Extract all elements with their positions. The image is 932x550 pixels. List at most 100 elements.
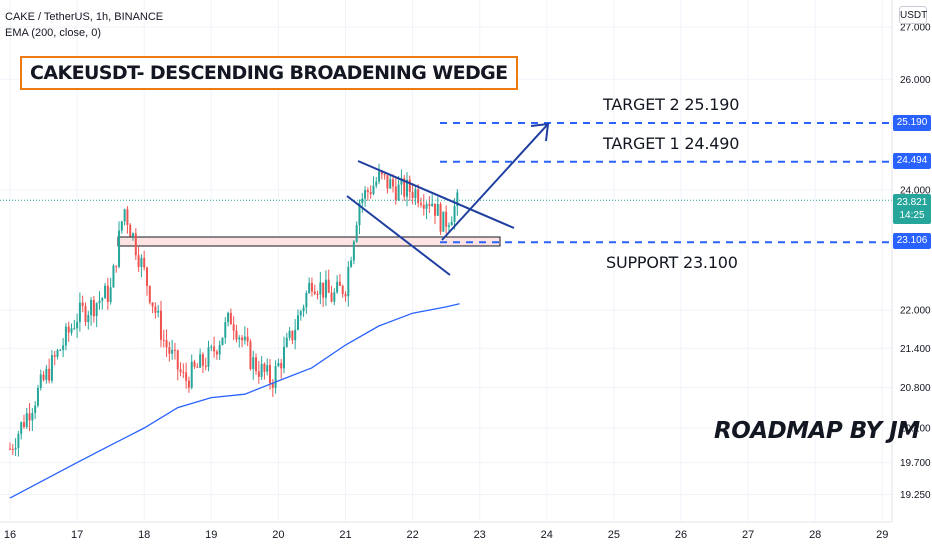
candle xyxy=(333,288,336,306)
candle-body xyxy=(344,294,347,297)
candle xyxy=(132,232,135,241)
candle xyxy=(347,261,350,307)
candle-body xyxy=(39,374,42,388)
candle-body xyxy=(84,306,87,322)
symbol-info: CAKE / TetherUS, 1h, BINANCE xyxy=(5,11,164,23)
candle xyxy=(187,376,190,393)
candle xyxy=(64,323,67,351)
candle-body xyxy=(36,387,39,406)
candle-body xyxy=(386,175,389,189)
candle-body xyxy=(299,311,302,316)
candle xyxy=(123,208,126,226)
arrowhead-icon xyxy=(530,122,550,142)
candle-body xyxy=(213,346,216,352)
candle xyxy=(274,360,277,394)
wedge-lower-line xyxy=(346,195,451,276)
candle-body xyxy=(316,293,319,295)
candle-body xyxy=(408,179,411,192)
candle-body xyxy=(302,307,305,312)
candle xyxy=(14,438,17,456)
candle-body xyxy=(389,179,392,189)
candle-body xyxy=(145,267,148,286)
candle-body xyxy=(291,330,294,341)
candle-body xyxy=(196,366,199,368)
candle-body xyxy=(101,298,104,301)
candle-body xyxy=(456,192,459,207)
candle-body xyxy=(48,368,51,381)
candle-body xyxy=(157,310,160,313)
candle-body xyxy=(336,281,339,293)
candle xyxy=(341,284,344,298)
candle xyxy=(56,348,59,360)
candle-body xyxy=(447,225,450,227)
candle xyxy=(344,291,347,302)
candle xyxy=(255,353,258,375)
target1-label: TARGET 1 24.490 xyxy=(603,134,740,153)
currency-button[interactable]: USDT xyxy=(899,6,927,24)
candle xyxy=(299,309,302,321)
candle-body xyxy=(417,189,420,204)
candle xyxy=(28,402,31,432)
candle-body xyxy=(439,203,442,232)
candle-body xyxy=(151,302,154,307)
candle-body xyxy=(143,257,146,268)
candle xyxy=(417,184,420,208)
candle-body xyxy=(442,211,445,232)
candle xyxy=(218,340,221,361)
support-zone[interactable] xyxy=(117,236,501,247)
candle-body xyxy=(45,368,48,380)
candle-body xyxy=(450,221,453,226)
candle-body xyxy=(193,361,196,367)
candle-body xyxy=(9,448,11,450)
candle-body xyxy=(129,224,132,237)
candle xyxy=(308,277,311,294)
candle xyxy=(81,295,84,313)
candle xyxy=(288,327,291,341)
candle xyxy=(403,174,406,201)
candle-body xyxy=(162,339,165,341)
candle xyxy=(372,176,375,196)
candle xyxy=(84,302,87,326)
candle-body xyxy=(154,306,157,313)
candle xyxy=(151,302,154,314)
candle-body xyxy=(17,433,20,448)
candle-body xyxy=(269,365,272,384)
time-tick-label: 16 xyxy=(4,529,16,541)
candle xyxy=(204,357,207,371)
candle xyxy=(9,442,11,451)
candle-body xyxy=(53,355,56,357)
candle xyxy=(241,335,244,348)
candle-body xyxy=(199,354,202,368)
candle-body xyxy=(372,185,375,195)
candle xyxy=(215,349,218,360)
candle xyxy=(145,266,148,296)
price-tick-label: 22.000 xyxy=(900,306,931,317)
candle xyxy=(439,201,442,235)
candle-body xyxy=(282,346,285,369)
candle xyxy=(383,173,386,180)
candle-body xyxy=(246,336,249,342)
time-tick-label: 19 xyxy=(205,529,217,541)
candle xyxy=(120,220,123,234)
wedge-drawing[interactable] xyxy=(346,122,550,276)
candle xyxy=(338,274,341,286)
candle-body xyxy=(366,190,369,193)
candle-body xyxy=(76,322,79,329)
candle-body xyxy=(375,181,378,186)
time-tick-label: 24 xyxy=(541,529,553,541)
candle xyxy=(98,291,101,310)
candle-body xyxy=(394,186,397,201)
candle-body xyxy=(403,178,406,197)
time-tick-label: 17 xyxy=(71,529,83,541)
candle xyxy=(428,196,431,213)
candle xyxy=(92,296,95,323)
indicator-info[interactable]: EMA (200, close, 0) xyxy=(5,27,101,39)
candle xyxy=(101,296,104,310)
time-tick-label: 25 xyxy=(608,529,620,541)
candle-body xyxy=(333,292,336,302)
candle-body xyxy=(425,204,428,209)
candle xyxy=(176,349,179,381)
candle-body xyxy=(165,339,168,348)
candle xyxy=(280,358,283,379)
